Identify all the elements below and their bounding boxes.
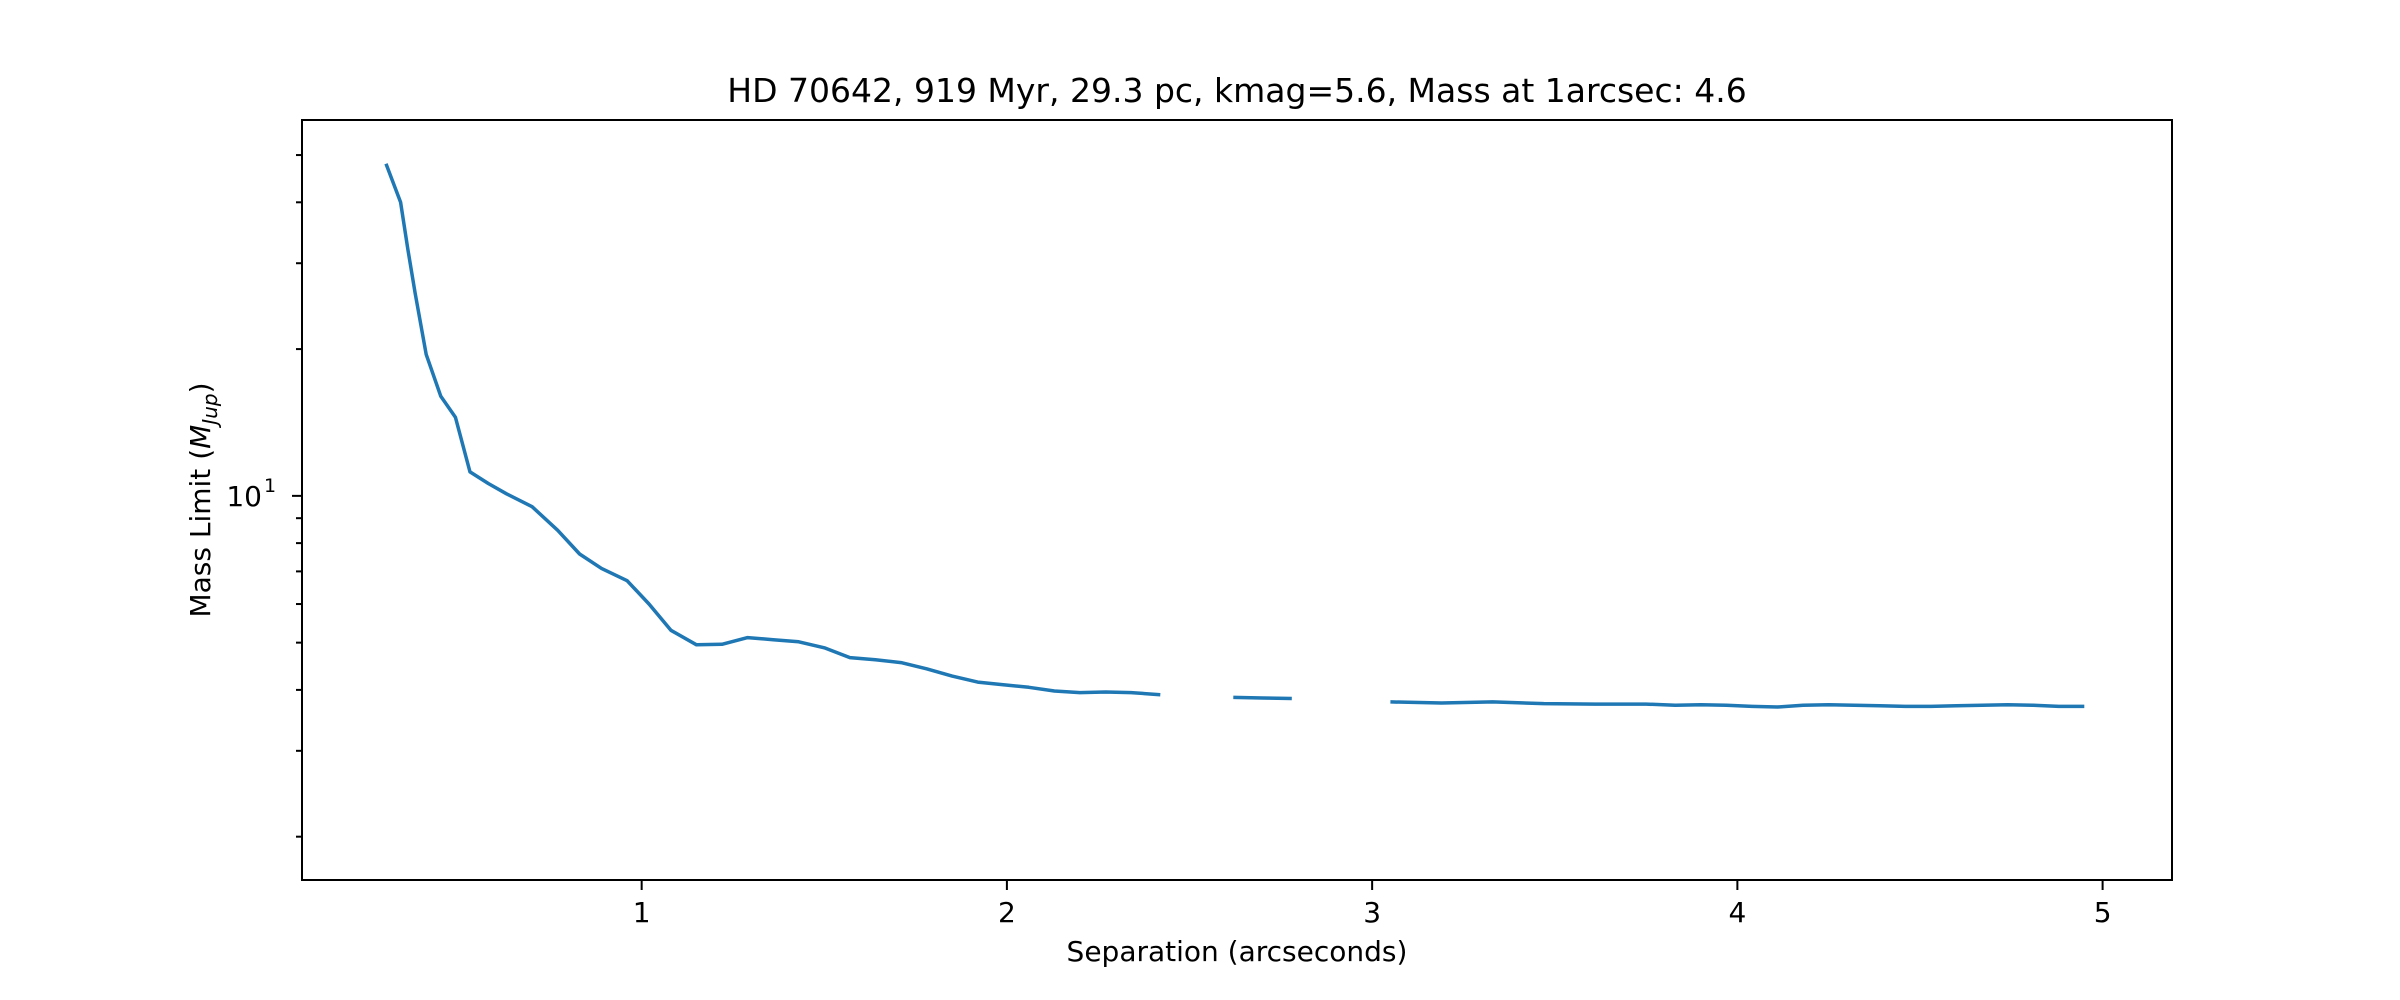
y-axis-label-close: ) [184, 382, 217, 393]
x-tick-label: 5 [2094, 896, 2112, 929]
x-tick-label: 4 [1728, 896, 1746, 929]
y-axis-label-symbol: M [184, 425, 217, 449]
series-line-segment [1233, 695, 1292, 701]
series-line-segment [384, 163, 1161, 697]
y-axis: 10 1 [226, 154, 302, 838]
y-tick-label-exponent: 1 [264, 475, 276, 497]
x-tick-label: 2 [998, 896, 1016, 929]
series-line-segment [1390, 700, 2085, 709]
plot-frame [301, 119, 2173, 881]
y-tick-label: 10 [226, 480, 262, 513]
y-axis-label-text: Mass Limit ( [184, 449, 217, 618]
chart-title: HD 70642, 919 Myr, 29.3 pc, kmag=5.6, Ma… [727, 71, 1746, 110]
x-axis: 1 2 3 4 5 [633, 880, 2112, 929]
x-tick-label: 3 [1363, 896, 1381, 929]
series-layer [384, 163, 2085, 709]
x-axis-label: Separation (arcseconds) [1067, 935, 1408, 968]
y-axis-label-subscript: Jup [198, 393, 222, 428]
x-tick-label: 1 [633, 896, 651, 929]
y-axis-label: Mass Limit (MJup) [184, 382, 222, 617]
